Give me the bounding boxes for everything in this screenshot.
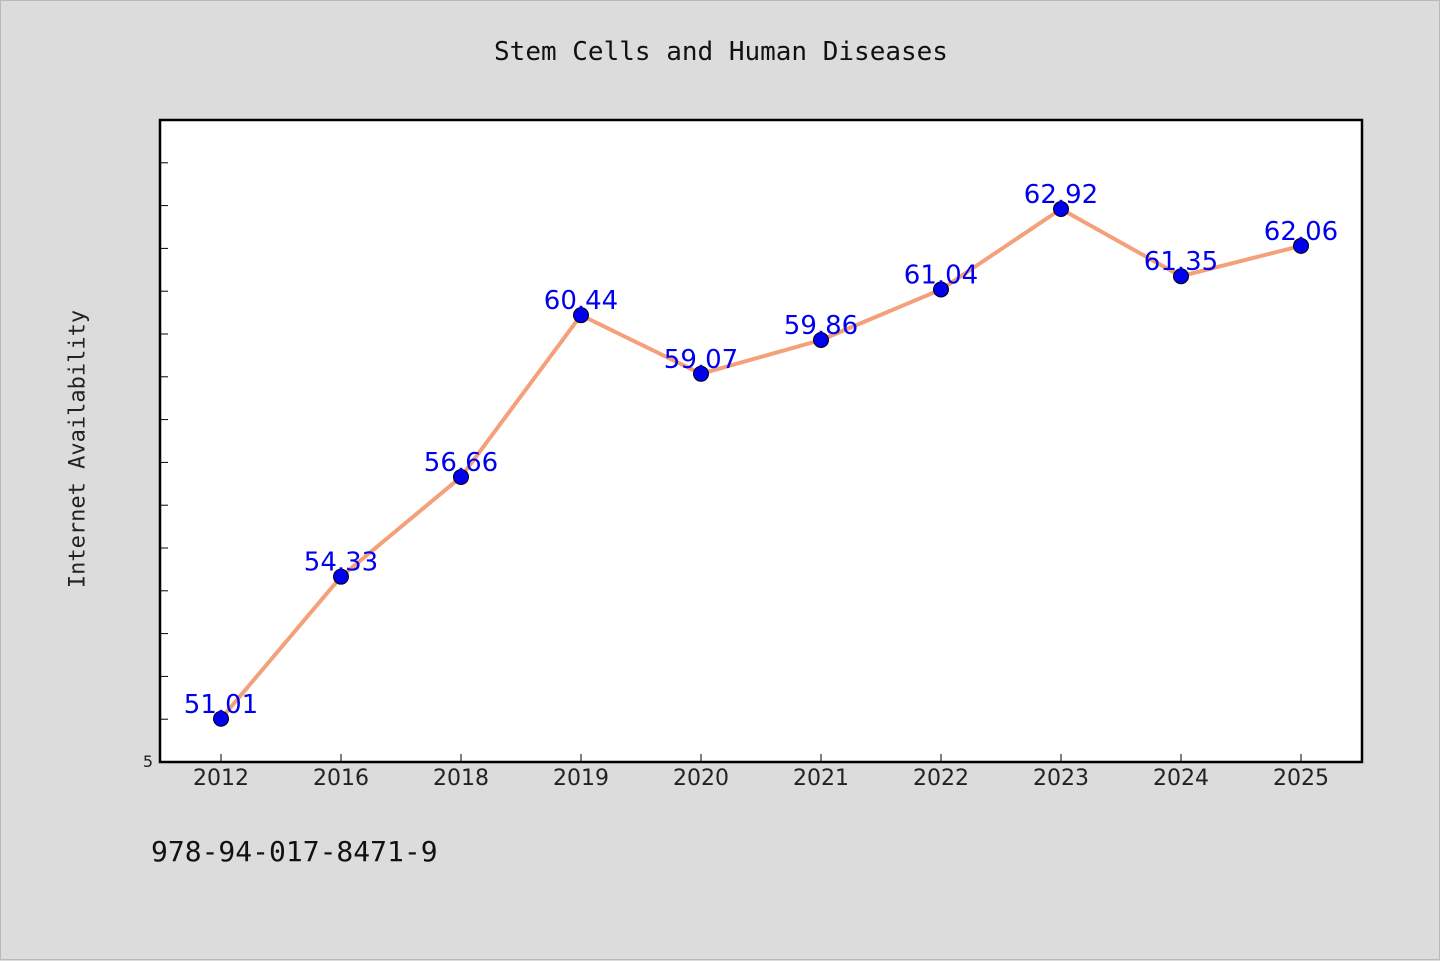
data-label: 51.01: [184, 690, 258, 720]
x-tick-label: 2021: [793, 766, 849, 791]
data-point[interactable]: [1173, 268, 1189, 285]
data-label: 61.35: [1144, 247, 1218, 277]
data-point[interactable]: [573, 307, 589, 324]
series-layer: 51.01 54.33 56.66 60.44 59.07 59.86 61.04 62.92…: [184, 180, 1338, 727]
data-point[interactable]: [213, 710, 229, 727]
x-tick-label: 2016: [313, 766, 369, 791]
plot-area: [158, 118, 1364, 764]
data-label: 60.44: [544, 286, 618, 316]
x-tick-label: 2023: [1033, 766, 1089, 791]
y-tick-label: 5: [143, 752, 153, 771]
x-tick-label: 2022: [913, 766, 969, 791]
data-point[interactable]: [1053, 201, 1069, 218]
x-tick-label: 2019: [553, 766, 609, 791]
data-label: 61.04: [904, 260, 978, 290]
data-label: 54.33: [304, 548, 378, 578]
x-tick-label: 2018: [433, 766, 489, 791]
data-label: 62.92: [1024, 180, 1098, 210]
data-point[interactable]: [1293, 237, 1309, 254]
x-tick-label: 2025: [1273, 766, 1329, 791]
data-point[interactable]: [813, 331, 829, 348]
series-line: [219, 207, 1302, 721]
data-point[interactable]: [333, 568, 349, 585]
x-axis-ticks: 2012 2016 2018 2019 2020 2021 2022 2023 2024 2025: [193, 754, 1329, 791]
x-tick-label: 2020: [673, 766, 729, 791]
data-label: 59.86: [784, 311, 858, 341]
data-point[interactable]: [693, 365, 709, 382]
data-point[interactable]: [453, 468, 469, 485]
x-tick-label: 2024: [1153, 766, 1209, 791]
data-label: 59.07: [664, 345, 738, 375]
footer-code: 978-94-017-8471-9: [151, 835, 438, 868]
data-label: 56.66: [424, 448, 498, 478]
chart-title: Stem Cells and Human Diseases: [494, 37, 948, 67]
x-tick-label: 2012: [193, 766, 249, 791]
data-label: 62.06: [1264, 217, 1338, 247]
y-axis-ticks: [160, 162, 168, 720]
data-point[interactable]: [933, 281, 949, 298]
